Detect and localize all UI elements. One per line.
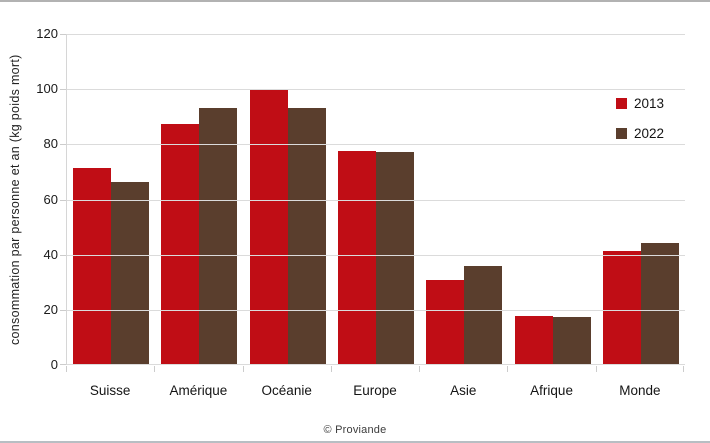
legend-swatch-2022 (616, 128, 627, 139)
bar-2013-suisse (73, 167, 112, 365)
y-tick-label-20: 20 (43, 301, 58, 317)
bar-group-afrique (508, 34, 596, 365)
bar-2013-europe (337, 151, 376, 365)
legend: 2013 2022 (616, 96, 664, 156)
x-tick-mark-6 (595, 366, 597, 372)
bar-group-monde (597, 34, 685, 365)
legend-label-2022: 2022 (634, 126, 665, 141)
bar-2022-océanie (287, 107, 326, 365)
x-tick-mark-1 (154, 366, 156, 372)
y-tick-label-60: 60 (43, 191, 58, 207)
y-tick-mark-0 (60, 364, 66, 365)
top-border-line (0, 0, 710, 2)
bar-group-amérique (155, 34, 243, 365)
y-tick-mark-100 (60, 89, 66, 91)
x-axis-label-europe: Europe (353, 383, 397, 398)
bar-group-océanie (244, 34, 332, 365)
bar-group-asie (420, 34, 508, 365)
y-axis-title: consommation par personne et an (kg poid… (8, 54, 22, 345)
gridline-80 (67, 144, 685, 146)
x-axis-label-asie: Asie (450, 383, 477, 398)
bar-group-europe (332, 34, 420, 365)
y-tick-mark-120 (60, 34, 66, 35)
gridline-0 (67, 364, 685, 365)
y-tick-mark-60 (60, 199, 66, 201)
bar-2013-asie (426, 279, 465, 365)
y-tick-mark-20 (60, 309, 66, 311)
x-axis-label-suisse: Suisse (89, 383, 131, 398)
x-axis-label-monde: Monde (619, 383, 661, 398)
gridline-20 (67, 309, 685, 311)
bar-2022-monde (640, 242, 679, 365)
y-tick-label-80: 80 (43, 136, 58, 152)
legend-label-2013: 2013 (634, 96, 665, 111)
x-tick-mark-7 (683, 366, 684, 372)
y-tick-mark-80 (60, 144, 66, 146)
legend-item-2013: 2013 (616, 96, 664, 111)
bar-2013-amérique (161, 123, 200, 365)
bar-group-suisse (67, 34, 155, 365)
bar-2013-afrique (514, 315, 553, 365)
bar-2022-europe (375, 151, 414, 365)
y-tick-label-40: 40 (43, 246, 58, 262)
x-axis-label-océanie: Océanie (261, 383, 312, 398)
x-tick-mark-5 (507, 366, 509, 372)
x-tick-mark-2 (242, 366, 244, 372)
x-tick-mark-0 (66, 366, 67, 372)
gridline-40 (67, 254, 685, 256)
bar-2022-afrique (552, 316, 591, 365)
legend-swatch-2013 (616, 98, 627, 109)
y-tick-label-100: 100 (36, 81, 58, 97)
bar-2022-amérique (199, 107, 238, 365)
copyright-text: © Proviande (323, 424, 387, 436)
bottom-border-line (0, 441, 710, 443)
bar-2022-asie (464, 265, 503, 365)
legend-item-2022: 2022 (616, 126, 664, 141)
x-tick-mark-4 (419, 366, 421, 372)
gridline-120 (67, 34, 685, 35)
x-axis-label-afrique: Afrique (530, 383, 573, 398)
bar-2022-suisse (111, 181, 150, 365)
plot-area (66, 34, 685, 365)
gridline-60 (67, 199, 685, 201)
y-tick-mark-40 (60, 254, 66, 256)
x-axis-label-amérique: Amérique (169, 383, 228, 398)
bar-groups (67, 34, 685, 365)
gridline-100 (67, 89, 685, 91)
bar-2013-monde (602, 250, 641, 365)
y-tick-label-120: 120 (36, 26, 58, 41)
x-tick-mark-3 (330, 366, 332, 372)
y-tick-label-0: 0 (50, 357, 58, 372)
bar-2013-océanie (249, 89, 288, 365)
